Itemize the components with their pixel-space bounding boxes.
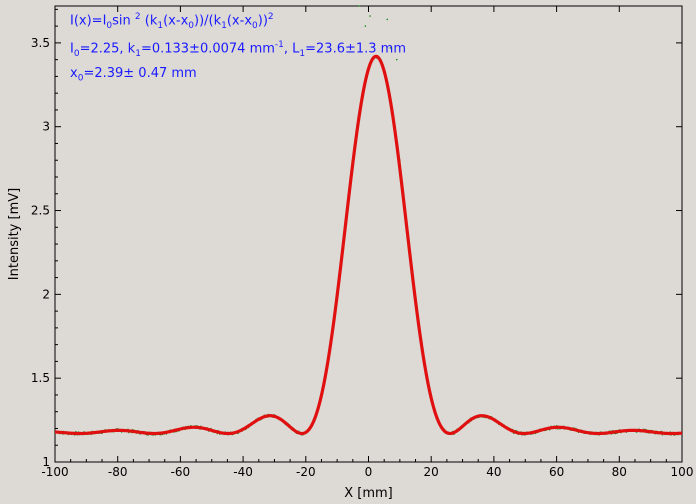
measured-point bbox=[160, 434, 162, 436]
x-axis-label: X [mm] bbox=[344, 486, 393, 501]
x-axis: -100 -80 -60 -40 -20 0 20 40 60 80 100 bbox=[41, 6, 693, 479]
y-tick-label: 2.5 bbox=[31, 204, 50, 218]
x0-annotation: x0=2.39± 0.47 mm bbox=[70, 66, 197, 84]
measured-point bbox=[375, 57, 378, 59]
x-tick-label: -60 bbox=[171, 465, 191, 479]
measured-point bbox=[673, 434, 675, 436]
measured-point bbox=[614, 432, 617, 435]
measured-point bbox=[616, 432, 618, 434]
y-tick-label: 1 bbox=[42, 455, 50, 469]
x-tick-label: 40 bbox=[486, 465, 501, 479]
fit-curve bbox=[54, 54, 683, 436]
y-axis: 1 1.5 2 2.5 3 3.5 bbox=[31, 8, 682, 469]
measured-point bbox=[121, 431, 123, 433]
x-tick-label: 80 bbox=[612, 465, 627, 479]
x-tick-label: -100 bbox=[41, 465, 68, 479]
x-tick-label: 20 bbox=[424, 465, 439, 479]
fit-parameters-annotation: I0=2.25, k1=0.133±0.0074 mm-1, L1=23.6±1… bbox=[70, 40, 407, 59]
y-tick-label: 3 bbox=[42, 120, 50, 134]
x-tick-label: -80 bbox=[108, 465, 128, 479]
y-axis-label: Intensity [mV] bbox=[7, 188, 22, 280]
measured-point bbox=[610, 433, 613, 435]
measured-point bbox=[165, 433, 167, 435]
measured-point bbox=[128, 431, 130, 434]
measured-point bbox=[369, 15, 371, 17]
measured-point bbox=[635, 431, 638, 433]
measured-point bbox=[386, 18, 389, 21]
measured-point bbox=[147, 434, 149, 436]
x-tick-label: 0 bbox=[365, 465, 373, 479]
measured-point bbox=[661, 434, 664, 436]
measured-point bbox=[548, 429, 551, 431]
measured-point bbox=[364, 25, 367, 27]
x-tick-label: -20 bbox=[296, 465, 316, 479]
x-tick-label: 100 bbox=[671, 465, 694, 479]
measured-point bbox=[358, 5, 360, 7]
y-tick-label: 3.5 bbox=[31, 36, 50, 50]
measured-point bbox=[139, 433, 141, 435]
measured-point bbox=[534, 432, 537, 435]
measured-point bbox=[453, 433, 455, 435]
measured-point bbox=[389, 47, 392, 49]
measured-point bbox=[396, 58, 398, 61]
y-tick-label: 2 bbox=[42, 287, 50, 301]
formula-annotation: I(x)=I0sin 2 (k1(x-x0))/(k1(x-x0))2 bbox=[70, 12, 274, 31]
x-tick-label: 60 bbox=[549, 465, 564, 479]
fit-series bbox=[54, 54, 683, 436]
y-tick-label: 1.5 bbox=[31, 371, 50, 385]
x-tick-label: -40 bbox=[233, 465, 253, 479]
